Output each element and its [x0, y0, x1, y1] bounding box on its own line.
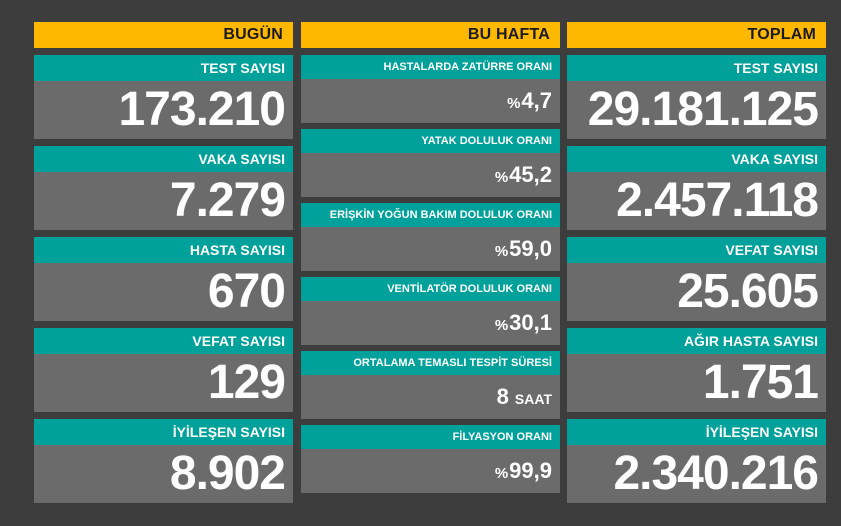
week-ventilator-card: VENTİLATÖR DOLULUK ORANI % 30,1 [301, 277, 560, 345]
today-recovered-label: İYİLEŞEN SAYISI [34, 419, 293, 445]
total-death-value: 25.605 [567, 263, 826, 321]
today-death-value: 129 [34, 354, 293, 412]
week-header: BU HAFTA [301, 22, 560, 48]
today-recovered-card: İYİLEŞEN SAYISI 8.902 [34, 419, 293, 503]
week-bed-value: % 45,2 [301, 153, 560, 197]
week-column: BU HAFTA HASTALARDA ZATÜRRE ORANI % 4,7 Y… [301, 22, 560, 493]
today-death-card: VEFAT SAYISI 129 [34, 328, 293, 412]
total-death-card: VEFAT SAYISI 25.605 [567, 237, 826, 321]
today-column: BUGÜN TEST SAYISI 173.210 VAKA SAYISI 7.… [34, 22, 293, 503]
percent-sign: % [494, 242, 509, 260]
total-case-card: VAKA SAYISI 2.457.118 [567, 146, 826, 230]
week-contact-card: ORTALAMA TEMASLI TESPİT SÜRESİ 8 SAAT [301, 351, 560, 419]
total-case-label: VAKA SAYISI [567, 146, 826, 172]
week-icu-number: 59,0 [509, 236, 552, 261]
percent-sign: % [494, 464, 509, 482]
week-pneumonia-label: HASTALARDA ZATÜRRE ORANI [301, 55, 560, 79]
week-contact-value: 8 SAAT [301, 375, 560, 419]
total-header: TOPLAM [567, 22, 826, 48]
week-bed-label: YATAK DOLULUK ORANI [301, 129, 560, 153]
percent-sign: % [494, 168, 509, 186]
today-test-card: TEST SAYISI 173.210 [34, 55, 293, 139]
total-test-card: TEST SAYISI 29.181.125 [567, 55, 826, 139]
week-ventilator-number: 30,1 [509, 310, 552, 335]
total-test-value: 29.181.125 [567, 81, 826, 139]
week-bed-number: 45,2 [509, 162, 552, 187]
week-ventilator-label: VENTİLATÖR DOLULUK ORANI [301, 277, 560, 301]
week-pneumonia-value: % 4,7 [301, 79, 560, 123]
week-contact-label: ORTALAMA TEMASLI TESPİT SÜRESİ [301, 351, 560, 375]
today-patient-card: HASTA SAYISI 670 [34, 237, 293, 321]
week-contact-number: 8 [496, 384, 509, 409]
week-filiation-value: % 99,9 [301, 449, 560, 493]
total-severe-label: AĞIR HASTA SAYISI [567, 328, 826, 354]
today-test-value: 173.210 [34, 81, 293, 139]
percent-sign: % [507, 94, 521, 112]
total-column: TOPLAM TEST SAYISI 29.181.125 VAKA SAYIS… [567, 22, 826, 503]
today-death-label: VEFAT SAYISI [34, 328, 293, 354]
total-severe-card: AĞIR HASTA SAYISI 1.751 [567, 328, 826, 412]
today-case-label: VAKA SAYISI [34, 146, 293, 172]
week-filiation-label: FİLYASYON ORANI [301, 425, 560, 449]
today-case-card: VAKA SAYISI 7.279 [34, 146, 293, 230]
today-case-value: 7.279 [34, 172, 293, 230]
total-test-label: TEST SAYISI [567, 55, 826, 81]
total-death-label: VEFAT SAYISI [567, 237, 826, 263]
today-patient-label: HASTA SAYISI [34, 237, 293, 263]
week-bed-card: YATAK DOLULUK ORANI % 45,2 [301, 129, 560, 197]
week-pneumonia-card: HASTALARDA ZATÜRRE ORANI % 4,7 [301, 55, 560, 123]
today-patient-value: 670 [34, 263, 293, 321]
today-test-label: TEST SAYISI [34, 55, 293, 81]
total-severe-value: 1.751 [567, 354, 826, 412]
today-header: BUGÜN [34, 22, 293, 48]
week-icu-card: ERİŞKİN YOĞUN BAKIM DOLULUK ORANI % 59,0 [301, 203, 560, 271]
total-recovered-value: 2.340.216 [567, 445, 826, 503]
week-ventilator-value: % 30,1 [301, 301, 560, 345]
week-filiation-number: 99,9 [509, 458, 552, 483]
percent-sign: % [494, 316, 509, 334]
today-recovered-value: 8.902 [34, 445, 293, 503]
week-filiation-card: FİLYASYON ORANI % 99,9 [301, 425, 560, 493]
total-case-value: 2.457.118 [567, 172, 826, 230]
total-recovered-label: İYİLEŞEN SAYISI [567, 419, 826, 445]
week-contact-unit: SAAT [514, 391, 552, 407]
week-icu-label: ERİŞKİN YOĞUN BAKIM DOLULUK ORANI [301, 203, 560, 227]
week-pneumonia-number: 4,7 [521, 88, 552, 113]
week-icu-value: % 59,0 [301, 227, 560, 271]
total-recovered-card: İYİLEŞEN SAYISI 2.340.216 [567, 419, 826, 503]
